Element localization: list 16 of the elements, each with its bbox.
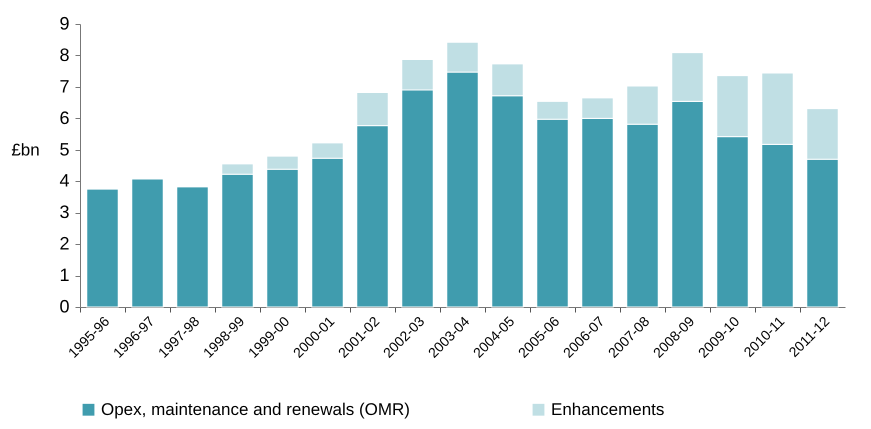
legend-label: Enhancements xyxy=(551,400,664,419)
y-tick-label: 1 xyxy=(59,265,70,286)
y-tick-label: 3 xyxy=(59,202,70,222)
y-tick-label: 7 xyxy=(59,76,70,96)
y-axis-title: £bn xyxy=(11,140,40,160)
y-tick-label: 0 xyxy=(59,296,70,316)
bar xyxy=(86,188,119,308)
y-tick-label: 2 xyxy=(59,234,70,254)
y-tick-label: 4 xyxy=(59,170,70,191)
legend-label: Opex, maintenance and renewals (OMR) xyxy=(101,400,410,419)
y-tick-label: 6 xyxy=(59,108,70,128)
y-tick-label: 9 xyxy=(59,14,70,34)
y-tick-label: 8 xyxy=(59,44,70,65)
bar xyxy=(176,186,209,308)
bar xyxy=(131,178,164,308)
y-tick-label: 5 xyxy=(59,139,70,160)
